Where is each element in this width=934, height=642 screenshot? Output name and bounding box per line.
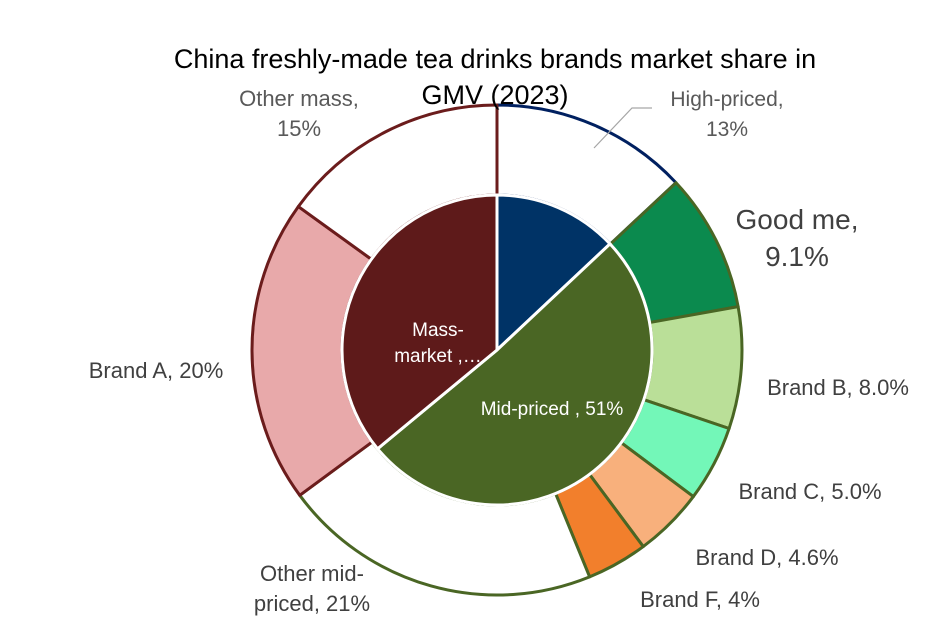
brand-c-label: Brand C, 5.0% [738,479,881,504]
brand-b-label: Brand B, 8.0% [767,375,909,400]
mass-market-label-line-1: Mass- [412,320,464,341]
other-mass-label-line-2: 15% [277,116,321,141]
chart-title-line-2: GMV (2023) [421,80,568,110]
inner-slice-mass-market [340,193,499,451]
high-priced-label-line-1: High-priced, [670,88,783,111]
mass-market-label-line-2: market ,… [394,346,482,367]
outer-ring [250,103,744,597]
brand-d-label: Brand D, 4.6% [695,545,838,570]
chart-title-line-1: China freshly-made tea drinks brands mar… [174,44,816,74]
inner-slice-mid-priced [375,241,654,507]
brand-a-label: Brand A, 20% [89,358,224,383]
inner-slice-high-priced [495,193,613,354]
high-priced-label-line-2: 13% [706,118,748,141]
other-mass-label-line-1: Other mass, [239,86,359,111]
good-me-label-line-2: 9.1% [765,241,829,272]
other-mid-label-line-2: priced, 21% [254,591,370,616]
other-mid-label-line-1: Other mid- [260,561,364,586]
good-me-label-line-1: Good me, [736,204,859,235]
brand-f-label: Brand F, 4% [640,587,760,612]
high-priced-leader-line [593,107,652,149]
inner-ring [340,193,654,507]
mid-priced-label: Mid-priced , 51% [481,399,624,420]
